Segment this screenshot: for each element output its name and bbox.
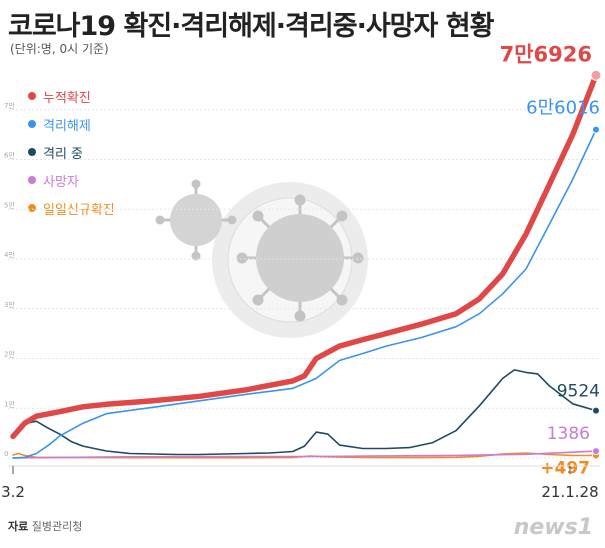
series-line-confirmed <box>10 72 599 440</box>
y-tick-label: 0 <box>4 450 8 458</box>
legend-dot-deaths <box>28 176 36 184</box>
series-group <box>10 69 602 460</box>
legend-dot-confirmed <box>28 92 36 100</box>
virus-small-icon <box>170 194 222 246</box>
series-line-isolated <box>12 369 597 456</box>
y-tick-label: 6만 <box>4 151 15 160</box>
series-end-label-isolated: 9524 <box>557 382 600 402</box>
legend-dot-daily <box>28 204 36 212</box>
series-line-deaths <box>12 450 597 459</box>
series-end-dot-isolated <box>592 406 600 415</box>
legend-dot-isolated <box>28 148 36 156</box>
legend-dot-released <box>28 120 36 128</box>
virus-spikes <box>155 179 364 322</box>
series-end-dot-released <box>592 125 600 134</box>
legend-item-deaths: 사망자 <box>28 166 115 194</box>
chart-title: 코로나19 확진·격리해제·격리중·사망자 현황 <box>8 11 494 42</box>
legend-item-released: 격리해제 <box>28 110 115 138</box>
source-note: 자료 질병관리청 <box>8 518 82 534</box>
legend-label-deaths: 사망자 <box>43 174 79 190</box>
unit-note: (단위:명, 0시 기준) <box>10 42 109 56</box>
legend-label-daily: 일일신규확진 <box>43 202 115 218</box>
source-value: 질병관리청 <box>31 520 83 533</box>
legend-item-isolated: 격리 중 <box>28 138 115 166</box>
series-line-released <box>12 128 597 459</box>
series-end-label-daily: +497 <box>540 459 590 479</box>
y-tick-label: 7만 <box>4 101 15 110</box>
y-tick-label: 3만 <box>4 300 15 309</box>
labels-group: +497 1386 9524 6만6016 7만6926 <box>500 42 600 478</box>
y-tick-label: 2만 <box>4 350 15 359</box>
series-end-label-confirmed: 7만6926 <box>500 42 592 66</box>
x-start-label: 3.2 <box>1 483 25 501</box>
series-end-dot-deaths <box>592 447 600 456</box>
news1-logo: news1 <box>513 515 593 540</box>
y-tick-label: 1만 <box>4 399 15 408</box>
y-tick-label: 5만 <box>4 200 15 209</box>
series-end-dot-confirmed <box>590 69 602 81</box>
y-tick-label: 4만 <box>4 250 15 259</box>
legend-label-isolated: 격리 중 <box>43 146 84 162</box>
series-end-label-released: 6만6016 <box>526 98 600 119</box>
legend-label-released: 격리해제 <box>43 118 91 134</box>
legend-item-confirmed: 누적확진 <box>28 82 115 110</box>
source-label: 자료 <box>8 520 29 533</box>
x-axis: 3.2 21.1.28 <box>1 465 600 501</box>
virus-large-icon <box>256 214 344 302</box>
virus-illustration <box>155 179 368 338</box>
grid: 0 1만 2만 3만 4만 5만 6만 7만 <box>4 101 600 459</box>
x-end-label: 21.1.28 <box>541 483 598 501</box>
legend: 누적확진 격리해제 격리 중 사망자 일일신규확진 <box>28 82 115 222</box>
series-end-label-deaths: 1386 <box>547 424 590 444</box>
legend-item-daily: 일일신규확진 <box>28 194 115 222</box>
legend-label-confirmed: 누적확진 <box>43 90 91 106</box>
